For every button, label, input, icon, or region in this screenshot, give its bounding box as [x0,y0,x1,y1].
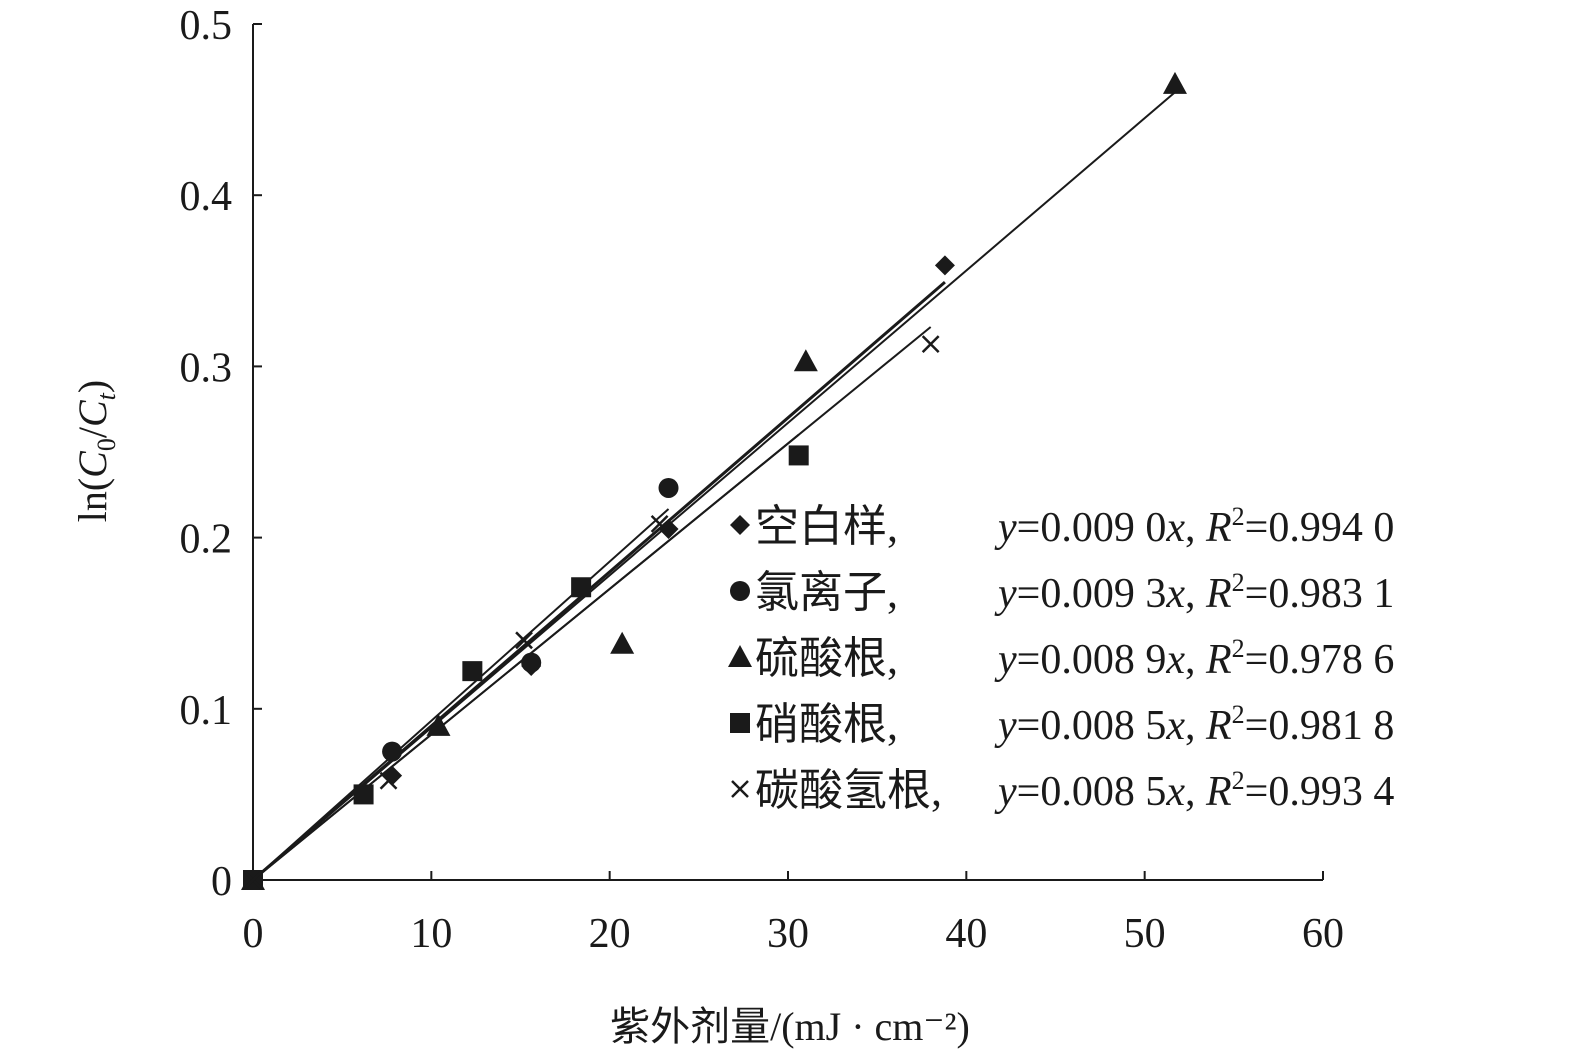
point-cross [921,335,940,354]
legend-equation-part: 2 [1232,634,1245,663]
legend-marker-cross [731,780,749,798]
legend-equation-part: 2 [1232,766,1245,795]
legend-equation-part: y [994,703,1017,749]
y-axis-label-c0: C [70,450,115,478]
legend-equation-part: y [994,769,1017,815]
legend-equation-part: R [1205,703,1232,749]
legend-equation-part: x [1165,505,1185,551]
legend-equation: y=0.008 5x, R2=0.993 4 [994,766,1394,815]
legend-marker-triangle [728,645,752,667]
legend-equation-part: 2 [1232,700,1245,729]
point-square [462,661,483,682]
x-tick-label: 20 [589,911,631,957]
legend-equation-part: y [994,637,1017,683]
point-cross [515,631,533,650]
x-tick-label: 50 [1124,911,1166,957]
legend-equation-part: , [1185,703,1206,749]
legend-equation: y=0.008 5x, R2=0.981 8 [994,700,1394,749]
legend-equation-part: 2 [1232,502,1245,531]
y-axis-label-slash: / [70,426,115,438]
legend-equation-part: =0.994 0 [1245,505,1395,551]
legend-equation-part: x [1165,637,1185,683]
point-diamond [934,255,955,276]
legend-equation-part: =0.008 5 [1017,769,1167,815]
x-tick-label: 40 [945,911,987,957]
point-circle [521,652,542,673]
point-triangle [1162,71,1187,94]
legend-equation-part: =0.983 1 [1245,571,1395,617]
point-square [353,784,374,805]
legend-equation-part: =0.993 4 [1245,769,1395,815]
point-triangle [793,349,818,372]
legend-equation-part: =0.009 3 [1017,571,1167,617]
y-axis-label-ct: C [70,399,115,427]
axes: 0 10 20 30 40 50 60 0 0.1 0.2 0.3 0.4 0.5 [180,3,1345,957]
legend-equation-part: R [1205,505,1232,551]
legend-marker-circle [730,581,750,601]
legend-equation-part: R [1205,637,1232,683]
point-circle [382,741,403,762]
point-triangle [426,713,451,736]
point-circle [658,477,679,498]
x-tick-label: 60 [1302,911,1344,957]
legend-equation-part: , [1185,637,1206,683]
legend-equation-part: =0.981 8 [1245,703,1395,749]
point-square [788,445,809,466]
legend-series-name: 氯离子, [755,568,898,617]
point-cross [379,771,398,790]
legend-series-name: 硫酸根, [755,634,898,683]
y-axis-label-suffix: ) [70,380,115,393]
y-axis-label-sub-t: t [92,392,121,400]
y-tick-label: 0.2 [180,517,233,563]
x-tick-label: 10 [410,911,452,957]
legend-equation-part: =0.978 6 [1245,637,1395,683]
y-axis-label-prefix: ln( [70,478,115,522]
fit-lines [252,91,1176,882]
point-square [571,577,592,598]
y-tick-label: 0.3 [180,345,233,391]
legend-equation-part: , [1185,769,1206,815]
point-cross [650,515,669,533]
point-cross [244,871,262,889]
legend-equation: y=0.008 9x, R2=0.978 6 [994,634,1394,683]
legend-equation-part: x [1165,571,1185,617]
legend-series-name: 硝酸根, [755,700,898,749]
legend-equation: y=0.009 3x, R2=0.983 1 [994,568,1394,617]
legend-marker-square [730,713,750,733]
point-triangle [610,631,635,654]
legend-equation-part: x [1165,769,1185,815]
legend-equation-part: R [1205,769,1232,815]
legend-series-name: 碳酸氢根, [755,766,942,815]
legend-marker-diamond [730,515,750,535]
x-tick-label: 30 [767,911,809,957]
legend-equation-part: , [1185,571,1206,617]
y-axis-label: ln(C0/Ct) [70,380,121,523]
legend-equation-part: y [994,505,1017,551]
y-axis-label-sub0: 0 [92,438,121,451]
legend-series-name: 空白样, [755,502,898,551]
y-tick-label: 0 [211,859,232,905]
fit-line-triangle [252,91,1176,881]
legend-equation-part: 2 [1232,568,1245,597]
legend-equation-part: x [1165,703,1185,749]
fit-line-circle [252,508,670,881]
data-points [241,71,1187,890]
x-tick-label: 0 [243,911,264,957]
legend-equation: y=0.009 0x, R2=0.994 0 [994,502,1394,551]
x-axis-label: 紫外剂量/(mJ · cm⁻²) [610,1004,970,1049]
legend-equation-part: =0.008 5 [1017,703,1167,749]
y-tick-label: 0.4 [180,174,233,220]
legend-equation-part: R [1205,571,1232,617]
legend-equation-part: y [994,571,1017,617]
legend-equation-part: , [1185,505,1206,551]
legend-equation-part: =0.008 9 [1017,637,1167,683]
y-tick-label: 0.1 [180,688,233,734]
point-diamond [658,519,679,540]
legend-equation-part: =0.009 0 [1017,505,1167,551]
y-tick-label: 0.5 [180,3,233,49]
